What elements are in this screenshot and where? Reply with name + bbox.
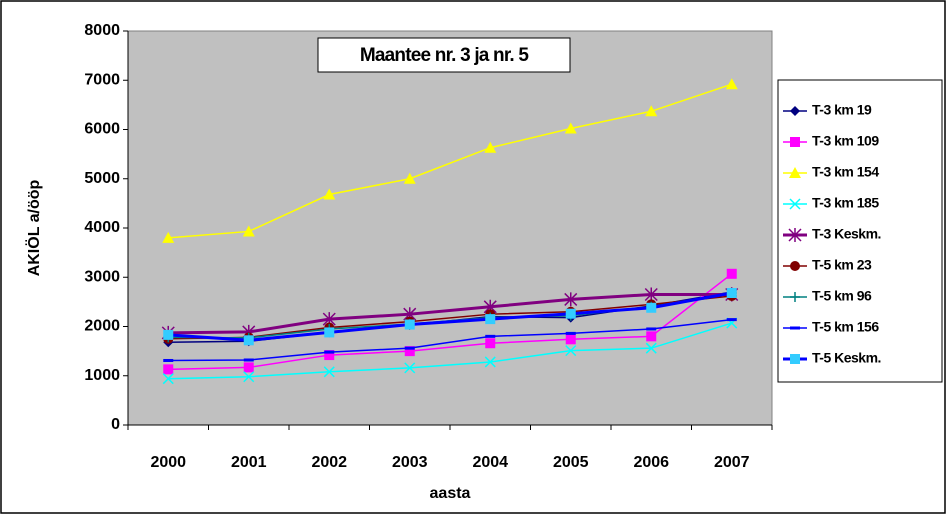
point-marker [485,338,496,349]
point-marker [564,122,577,134]
legend-label: T-5 km 156 [812,319,879,335]
point-marker [646,331,657,342]
point-marker [565,334,576,345]
point-marker [564,292,578,307]
point-marker [565,345,577,357]
point-marker [789,198,801,210]
x-tick-label: 2007 [714,454,750,471]
legend-label: T-3 Keskm. [812,226,881,242]
point-marker [243,371,255,383]
point-marker [404,319,415,330]
series-line [168,273,733,371]
point-marker [323,366,335,378]
y-tick-label: 3000 [84,268,120,285]
x-tick-label: 2002 [311,454,347,471]
point-marker [243,362,254,373]
point-marker [644,287,658,302]
plot-area [127,30,773,426]
legend-label: T-3 km 19 [812,102,872,118]
series-line [168,318,732,362]
point-marker [726,268,737,279]
y-tick-label: 0 [111,416,120,433]
point-marker [403,172,416,184]
point-marker [565,308,576,319]
point-marker [162,231,175,243]
legend-label: T-5 km 23 [812,257,872,273]
x-tick-label: 2003 [392,454,428,471]
point-marker [484,141,497,153]
point-marker [726,288,737,299]
point-marker [646,302,657,313]
point-marker [789,167,801,178]
x-tick-label: 2005 [553,454,589,471]
point-marker [323,188,336,200]
y-tick-label: 2000 [84,318,120,335]
y-tick-label: 7000 [84,71,120,88]
x-tick-label: 2000 [150,454,186,471]
point-marker [324,327,335,338]
point-marker [725,78,738,90]
x-axis-label: aasta [430,485,471,502]
x-tick-label: 2006 [633,454,669,471]
point-marker [790,261,800,271]
x-tick-label: 2004 [472,454,508,471]
point-marker [163,364,174,375]
point-marker [645,105,658,117]
series-line [168,292,732,335]
legend-box [777,79,943,383]
point-marker [788,228,802,242]
series-line [168,291,733,342]
point-marker [485,314,496,325]
point-marker [790,106,800,116]
legend-label: T-5 km 96 [812,288,872,304]
x-tick-label: 2001 [231,454,267,471]
point-marker [404,362,416,374]
y-tick-label: 4000 [84,219,120,236]
point-marker [790,292,800,302]
point-marker [242,225,255,237]
legend-label: T-3 km 109 [812,133,879,149]
legend-label: T-3 km 185 [812,195,879,211]
legend-label: T-5 Keskm. [812,350,881,366]
point-marker [162,373,174,385]
point-marker [484,356,496,368]
legend-label: T-3 km 154 [812,164,879,180]
point-marker [243,335,254,346]
y-axis-label: AKIÖL a/ööp [24,179,43,276]
point-marker [790,354,800,364]
chart-title: Maantee nr. 3 ja nr. 5 [360,45,529,66]
y-tick-label: 1000 [84,367,120,384]
point-marker [163,329,174,340]
series-line [168,83,732,239]
point-marker [645,342,657,354]
series-line [168,322,732,380]
y-tick-label: 5000 [84,170,120,187]
y-tick-label: 8000 [84,22,120,39]
point-marker [790,137,800,147]
y-tick-label: 6000 [84,121,120,138]
title-box [317,37,571,73]
